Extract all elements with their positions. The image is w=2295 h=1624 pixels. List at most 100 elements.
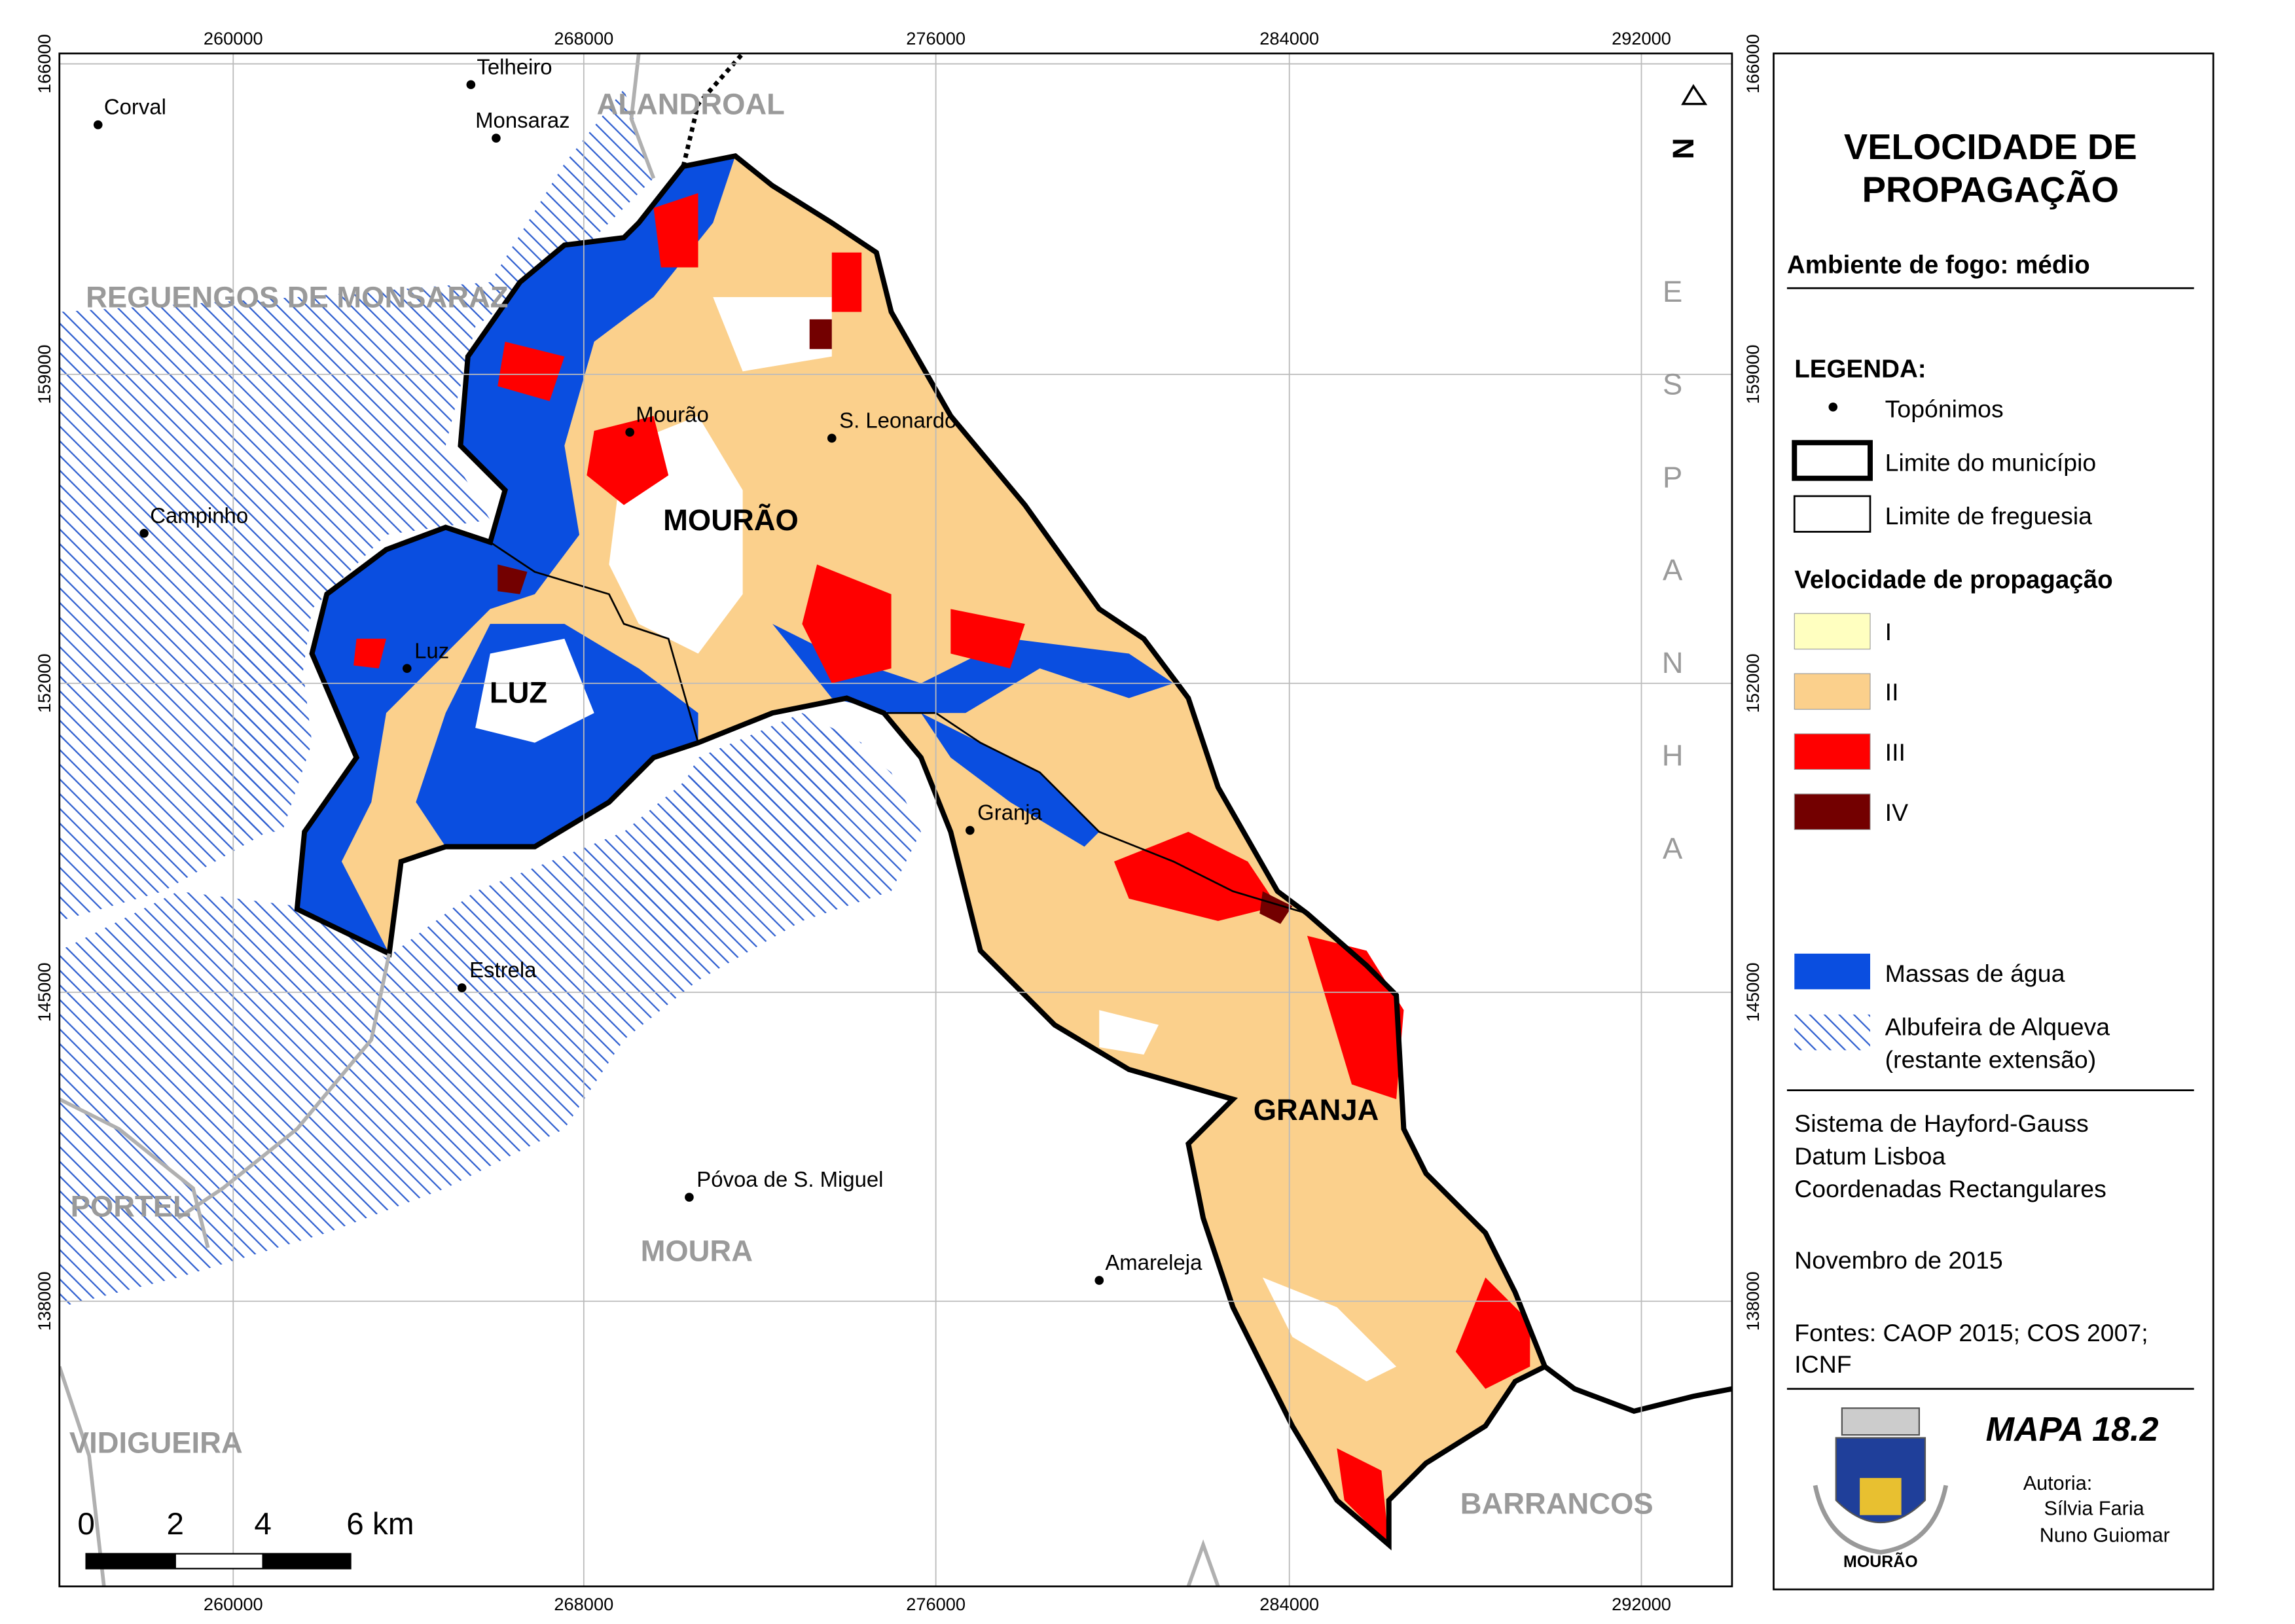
map-body — [59, 53, 1732, 1587]
municipality-label: VIDIGUEIRA — [69, 1426, 243, 1459]
crest-label: MOURÃO — [1843, 1551, 1918, 1571]
map-feature — [809, 319, 832, 350]
projection: Datum Lisboa — [1794, 1142, 1945, 1170]
place-dot — [466, 80, 476, 90]
map-frame — [58, 52, 1733, 1587]
authorship: Sílvia Faria — [2044, 1498, 2144, 1520]
country-label: ESPANHA — [1656, 275, 1690, 924]
place-label: Amareleja — [1105, 1250, 1202, 1274]
map-feature — [497, 564, 528, 594]
scale-label: 4 — [254, 1507, 272, 1542]
place-label: Granja — [977, 801, 1042, 825]
place-dot — [93, 120, 103, 130]
place-dot — [402, 664, 412, 673]
place-dot — [827, 433, 837, 443]
y-tick-label: 166000 — [1743, 34, 1763, 94]
projection: Sistema de Hayford-Gauss — [1794, 1110, 2088, 1137]
map-feature — [713, 297, 832, 372]
y-tick-label: 152000 — [1743, 653, 1763, 713]
map-feature — [1455, 1277, 1530, 1389]
place-dot — [457, 983, 467, 992]
place-dot — [966, 825, 975, 835]
map-feature — [59, 89, 654, 921]
map-feature — [297, 156, 736, 954]
y-tick-label: 138000 — [1743, 1271, 1763, 1331]
map-feature — [1813, 1485, 1949, 1555]
map-id: MAPA 18.2 — [1986, 1411, 2159, 1449]
map-feature — [587, 416, 669, 505]
y-tick-label: 166000 — [34, 34, 54, 94]
class-area — [353, 193, 1530, 1545]
y-tick-label: 138000 — [34, 1271, 54, 1331]
map-feature — [831, 252, 862, 312]
legend-item: Topónimos — [1885, 395, 2004, 423]
parish-labels: MOURÃO LUZ GRANJA — [490, 503, 1379, 1127]
north-arrow: N — [1667, 84, 1708, 159]
legend-heading: Velocidade de propagação — [1794, 566, 2112, 594]
legend-item: Limite de freguesia — [1885, 502, 2092, 530]
legend-swatch — [1794, 793, 1871, 830]
date: Novembro de 2015 — [1794, 1246, 2002, 1274]
map-feature — [490, 541, 699, 744]
places: Corval Telheiro Monsaraz Mourão S. Leona… — [93, 54, 1202, 1285]
place-label: Póvoa de S. Miguel — [696, 1167, 883, 1191]
x-tick-label: 276000 — [906, 1594, 966, 1614]
place-label: S. Leonardo — [839, 408, 956, 433]
map-feature — [59, 1365, 106, 1587]
map-feature — [208, 624, 312, 832]
y-tick-label: 159000 — [34, 344, 54, 404]
parish-boundary — [490, 541, 1308, 914]
legend-subtitle: Ambiente de fogo: médio — [1787, 251, 2090, 280]
map-feature — [920, 713, 1100, 847]
y-tick-label: 145000 — [34, 962, 54, 1022]
legend-swatch — [1794, 1014, 1870, 1051]
map-feature — [353, 638, 387, 669]
x-tick-label: 260000 — [204, 28, 263, 48]
legend-symbol — [1828, 402, 1838, 412]
scale-label: 6 km — [346, 1507, 414, 1542]
legend-swatch — [1794, 613, 1871, 650]
parish-label: LUZ — [490, 676, 547, 709]
x-tick-label: 260000 — [204, 1594, 263, 1614]
reservoir-area — [59, 89, 921, 1307]
authorship: Nuno Guiomar — [2040, 1524, 2170, 1546]
legend-symbol — [1793, 495, 1871, 533]
legend-item: I — [1885, 618, 1892, 645]
legend-item: III — [1885, 738, 1906, 766]
place-label: Telheiro — [477, 54, 552, 79]
y-tick-label: 152000 — [34, 653, 54, 713]
sources: ICNF — [1794, 1350, 1851, 1378]
border-line — [1543, 1364, 1732, 1414]
map-feature — [884, 712, 1308, 914]
y-tick-label: 145000 — [1743, 962, 1763, 1022]
map-feature — [1262, 1277, 1397, 1382]
scale-label: 2 — [167, 1507, 185, 1542]
legend-swatch — [1794, 673, 1871, 710]
municipality-label: MOURA — [641, 1235, 753, 1268]
municipality-label: BARRANCOS — [1460, 1487, 1653, 1520]
map-feature — [624, 713, 862, 951]
map-feature — [1681, 84, 1708, 105]
map-feature — [1841, 1407, 1921, 1436]
legend-item: II — [1885, 678, 1899, 706]
grid — [59, 53, 1732, 1587]
map-feature — [629, 53, 656, 179]
municipality-area — [297, 156, 1545, 1545]
map-feature — [262, 1553, 352, 1570]
projection: Coordenadas Rectangulares — [1794, 1175, 2106, 1202]
map-feature — [1337, 1448, 1389, 1545]
place-label: Campinho — [150, 503, 248, 528]
authorship: Autoria: — [2023, 1472, 2093, 1494]
parish-label: MOURÃO — [663, 503, 799, 537]
place-dot — [685, 1193, 694, 1202]
legend-swatch — [1794, 953, 1870, 990]
place-label: Monsaraz — [475, 108, 569, 132]
x-tick-label: 268000 — [554, 1594, 613, 1614]
crest: MOURÃO — [1813, 1407, 1949, 1571]
place-dot — [1094, 1276, 1104, 1285]
x-tick-label: 268000 — [554, 28, 613, 48]
map-feature — [653, 193, 698, 268]
legend-panel: VELOCIDADE DE PROPAGAÇÃO Ambiente de fog… — [1773, 52, 2214, 1591]
